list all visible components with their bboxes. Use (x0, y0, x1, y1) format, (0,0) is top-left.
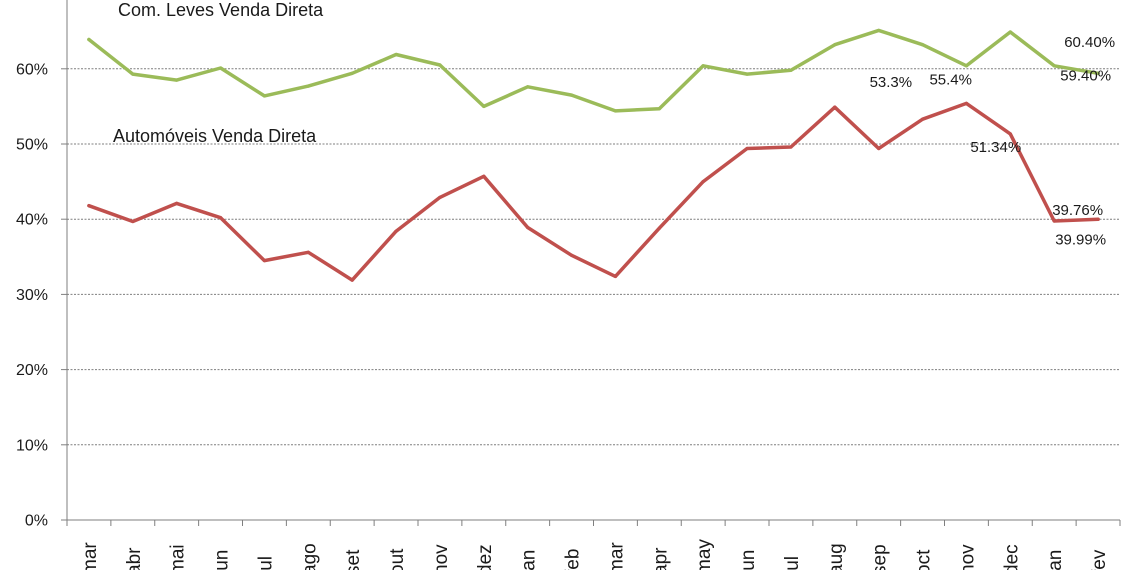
data-label: 64.89% (1003, 0, 1054, 1)
x-tick-label: set (343, 549, 364, 570)
data-point (482, 174, 486, 178)
x-tick-label: fev (1089, 549, 1110, 570)
y-tick-label: 40% (16, 212, 48, 229)
data-point (1008, 30, 1012, 34)
data-point (1096, 217, 1100, 221)
y-tick-label: 10% (16, 437, 48, 454)
x-tick-label: nov (957, 544, 978, 570)
data-point (87, 37, 91, 42)
x-tick-label: jan (1045, 550, 1066, 570)
data-point (262, 94, 267, 98)
data-point (569, 253, 574, 257)
data-point (394, 52, 398, 57)
x-tick-label: jun (738, 550, 759, 570)
data-point (1008, 132, 1012, 136)
y-tick-label: 60% (16, 61, 48, 78)
data-point (438, 195, 442, 199)
data-point (306, 84, 310, 88)
series-label-2: Automóveis Venda Direta (113, 126, 317, 146)
x-tick-label: oct (914, 549, 935, 570)
data-point (920, 117, 925, 121)
data-point (877, 146, 881, 151)
x-tick-label: feb (563, 549, 584, 570)
series-line-2 (87, 101, 1100, 282)
data-labels: 65.1%64.89%60.40%59.40%53.3%55.4%51.34%3… (846, 0, 1115, 248)
series-labels: Com. Leves Venda Direta Automóveis Venda … (113, 0, 324, 146)
x-tick-label: mar (606, 542, 627, 570)
x-tick-label: may (694, 539, 715, 570)
data-point (657, 107, 661, 111)
x-tick-label: abr (124, 547, 145, 570)
data-point (745, 72, 749, 76)
data-point (131, 72, 135, 76)
x-axis-ticks: mar abr mai jun jul ago set out nov dez jan feb mar a… (66, 520, 1121, 570)
data-point (745, 146, 749, 151)
y-tick-label: 30% (16, 287, 48, 304)
data-point (87, 204, 91, 208)
series-lines (87, 28, 1100, 282)
data-point (175, 78, 179, 82)
data-point (789, 68, 793, 72)
data-point (1052, 64, 1056, 68)
series-line-1 (87, 28, 1100, 113)
x-tick-label: jan (519, 550, 540, 570)
y-tick-label: 50% (16, 137, 48, 154)
series-label-1: Com. Leves Venda Direta (118, 0, 324, 20)
data-point (526, 85, 530, 89)
data-point (701, 180, 705, 184)
data-point (964, 64, 969, 68)
x-tick-label: out (387, 548, 408, 570)
data-point (920, 43, 925, 47)
data-point (964, 101, 969, 105)
x-tick-label: ago (299, 543, 320, 570)
data-point (1096, 71, 1100, 75)
data-point (438, 63, 442, 67)
y-tick-label: 20% (16, 362, 48, 379)
data-point (131, 219, 135, 224)
data-point (657, 226, 661, 230)
data-point (701, 64, 705, 68)
data-point (262, 258, 267, 263)
data-label: 39.76% (1052, 202, 1103, 219)
x-tick-label: jun (212, 550, 233, 570)
x-tick-label: aug (826, 543, 847, 570)
y-axis-ticks: 0% 10% 20% 30% 40% 50% 60% (16, 61, 67, 530)
data-point (877, 28, 881, 33)
data-point (789, 145, 793, 149)
data-point (306, 250, 310, 254)
data-point (350, 278, 354, 282)
x-tick-label: jul (255, 556, 276, 570)
data-point (569, 93, 574, 97)
data-point (175, 201, 179, 206)
x-tick-label: apr (650, 547, 671, 570)
data-point (526, 225, 530, 230)
data-point (833, 43, 837, 47)
y-tick-label: 0% (25, 513, 48, 530)
data-point (350, 71, 354, 75)
data-point (394, 229, 398, 233)
data-label: 55.4% (929, 71, 972, 88)
data-point (613, 109, 618, 113)
gridlines (67, 68, 1120, 446)
x-tick-label: nov (431, 544, 452, 570)
data-label: 39.99% (1055, 231, 1106, 248)
data-label: 59.40% (1060, 67, 1111, 84)
x-tick-label: dez (475, 544, 496, 570)
data-point (1052, 219, 1056, 223)
data-label: 53.3% (870, 74, 913, 91)
data-point (613, 274, 618, 278)
x-tick-label: sep (870, 544, 891, 570)
data-point (833, 105, 837, 109)
x-tick-label: mai (168, 544, 189, 570)
data-point (218, 66, 223, 70)
x-tick-label: jul (782, 556, 803, 570)
data-point (218, 216, 223, 220)
data-label: 60.40% (1064, 34, 1115, 51)
x-tick-label: dec (1001, 544, 1022, 570)
x-tick-label: mar (80, 542, 101, 570)
data-point (482, 104, 486, 108)
data-label: 51.34% (970, 139, 1021, 156)
